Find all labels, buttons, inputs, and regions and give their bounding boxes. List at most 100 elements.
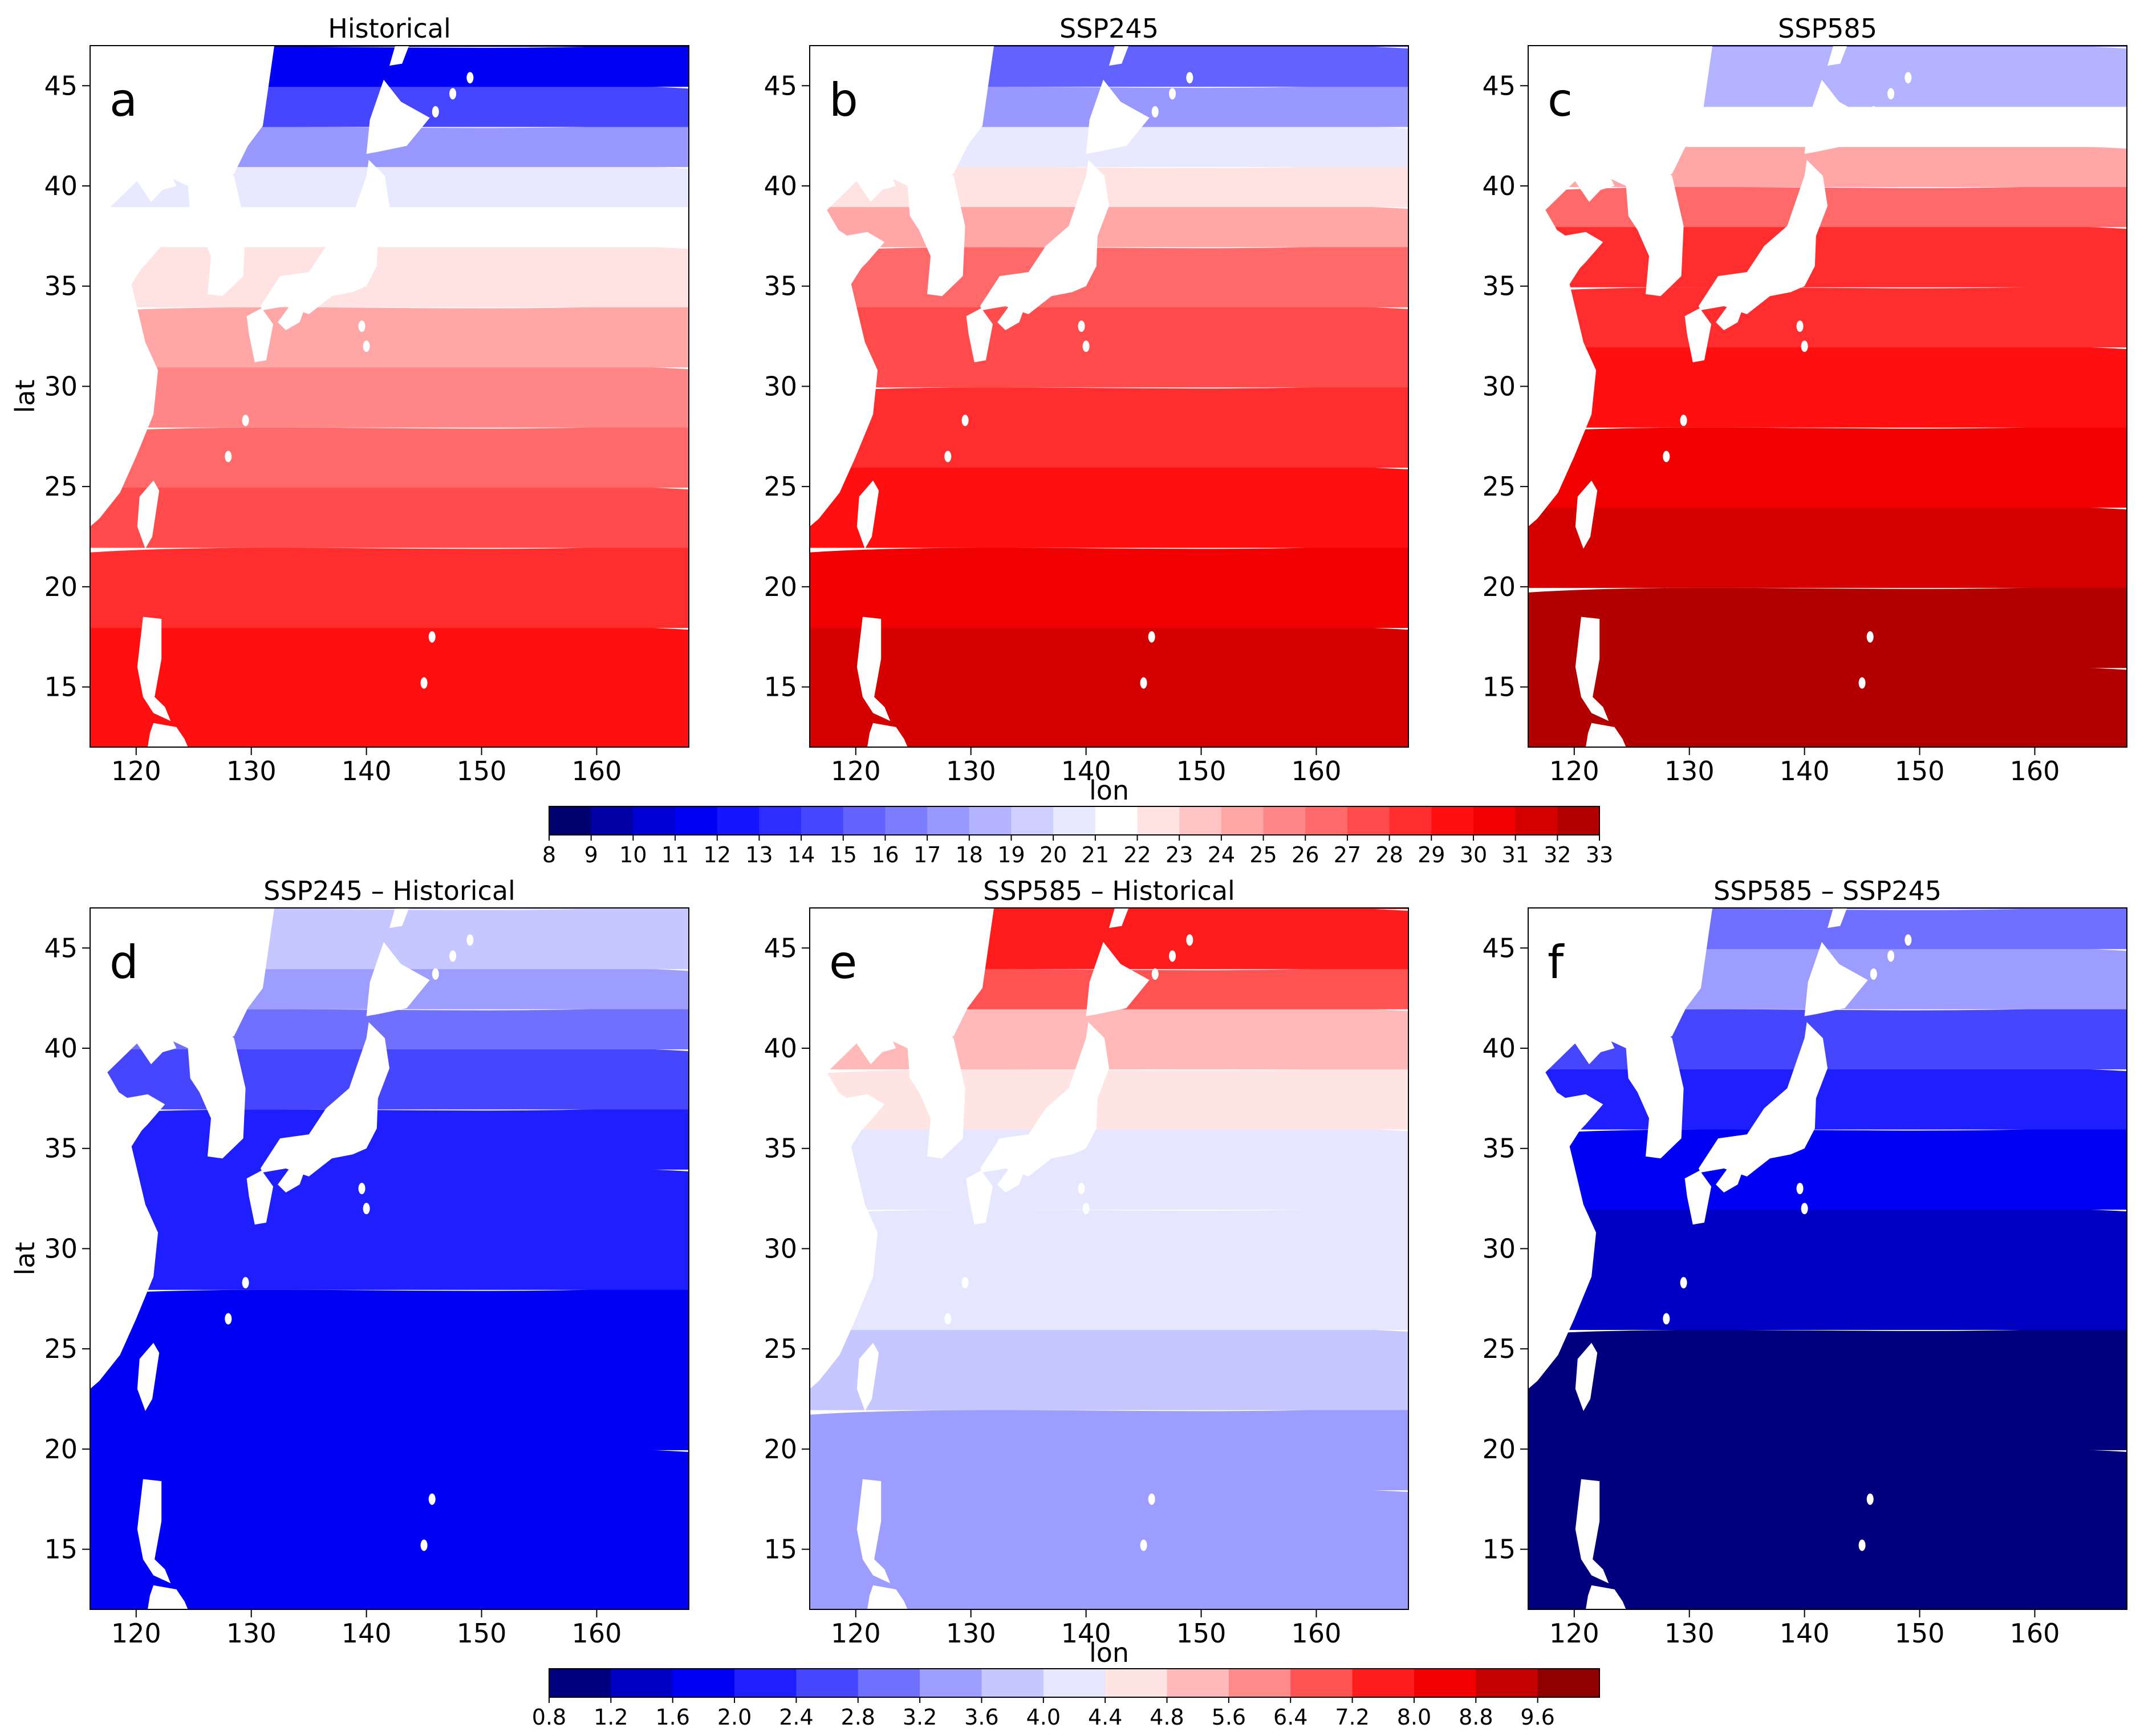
luzon-land xyxy=(856,616,891,721)
colorbar-swatch xyxy=(1557,806,1600,835)
map-panels: Historical a 120 130 140 150 160 15 20 25 30 35 40 45… xyxy=(44,13,2127,1649)
lon-tick-label: 160 xyxy=(572,756,622,786)
lat-tick-label: 25 xyxy=(764,1333,797,1364)
xaxis-label: lon xyxy=(1089,775,1129,806)
colorbar-tick-label: 23 xyxy=(1166,842,1193,867)
contour-band xyxy=(1528,1326,2127,1450)
taiwan-land xyxy=(856,1342,879,1411)
contour-band xyxy=(90,1162,689,1290)
colorbar-tick-label: 22 xyxy=(1123,842,1151,867)
lat-tick-label: 35 xyxy=(1482,1133,1516,1164)
contour-band xyxy=(810,1206,1408,1330)
colorbar-swatch xyxy=(1414,1669,1476,1697)
colorbar-swatch xyxy=(1179,806,1222,835)
liaodong-land xyxy=(136,1024,177,1065)
colorbar-tick-label: 27 xyxy=(1334,842,1361,867)
colorbar-tick-label: 0.8 xyxy=(532,1705,566,1730)
colorbar-swatch xyxy=(981,1669,1044,1697)
lat-tick-label: 20 xyxy=(764,1434,797,1465)
contour-band xyxy=(90,1443,689,1609)
field-d xyxy=(90,908,689,1609)
island-land xyxy=(466,72,474,84)
hokkaido-land xyxy=(1086,79,1150,154)
colorbar-tick-label: 26 xyxy=(1292,842,1319,867)
panel-a: Historical a 120 130 140 150 160 15 20 25 30 35 40 45 xyxy=(44,13,689,786)
colorbar-swatch xyxy=(549,806,592,835)
lat-tick-label: 20 xyxy=(44,1434,78,1465)
colorbar-swatch xyxy=(801,806,844,835)
island-land xyxy=(1801,340,1808,352)
lat-tick-label: 15 xyxy=(1482,672,1516,703)
lat-tick-label: 25 xyxy=(44,1333,78,1364)
panel-letter: d xyxy=(109,936,139,989)
field-c xyxy=(1528,46,2127,747)
lat-tick-label: 45 xyxy=(1482,932,1516,963)
colorbar-tick-label: 17 xyxy=(913,842,941,867)
colorbar-tick-label: 33 xyxy=(1586,842,1613,867)
contour-band xyxy=(810,300,1408,388)
hokkaido-land xyxy=(1804,79,1868,154)
island-land xyxy=(1870,968,1877,980)
field-a xyxy=(90,46,689,747)
colorbar-frame xyxy=(549,806,1600,835)
land-mask xyxy=(810,46,1193,747)
map-frame xyxy=(1528,907,2127,1610)
lat-tick-label: 45 xyxy=(44,932,78,963)
island-land xyxy=(1796,321,1804,332)
colorbar-tick-label: 29 xyxy=(1418,842,1445,867)
island-land xyxy=(1148,631,1155,643)
mainland-land xyxy=(90,46,275,527)
colorbar-swatch xyxy=(1137,806,1180,835)
lat-tick-label: 45 xyxy=(764,932,797,963)
contour-band xyxy=(810,200,1408,248)
panel-e: SSP585 – Historical e 120 130 140 150 160 15 20 2… xyxy=(764,875,1409,1649)
colorbar-swatch xyxy=(1431,806,1474,835)
island-land xyxy=(1140,677,1147,689)
kyushu-land xyxy=(1684,308,1712,363)
lon-tick-label: 140 xyxy=(1061,1618,1111,1649)
island-land xyxy=(1169,950,1176,962)
lat-tick-label: 25 xyxy=(1482,1333,1516,1364)
colorbar-swatch xyxy=(1228,1669,1291,1697)
colorbar-tick-label: 9 xyxy=(584,842,598,867)
taiwan-land xyxy=(1575,480,1598,549)
colorbar-tick-label: 2.8 xyxy=(841,1705,875,1730)
liaodong-land xyxy=(1574,161,1615,202)
contour-band xyxy=(90,1285,689,1450)
colorbar-tick-label: 8.8 xyxy=(1459,1705,1493,1730)
colorbar-tick-label: 4.0 xyxy=(1026,1705,1061,1730)
island-land xyxy=(961,1277,969,1289)
panel-letter: f xyxy=(1548,936,1565,989)
liaodong-land xyxy=(136,161,177,202)
lon-tick-label: 160 xyxy=(1292,756,1342,786)
lon-tick-label: 120 xyxy=(831,756,881,786)
lat-tick-label: 35 xyxy=(764,1133,797,1164)
colorbar-swatch xyxy=(1011,806,1054,835)
lat-tick-label: 20 xyxy=(44,571,78,602)
contour-band xyxy=(810,243,1408,307)
island-land xyxy=(1148,1493,1155,1505)
panel-title: SSP585 – Historical xyxy=(983,875,1235,906)
contour-band xyxy=(90,360,689,428)
xaxis-label: lon xyxy=(1089,1637,1129,1668)
contour-band xyxy=(90,621,689,747)
island-land xyxy=(242,415,249,427)
island-land xyxy=(225,451,232,463)
lat-tick-label: 15 xyxy=(1482,1534,1516,1565)
mainland-land xyxy=(810,46,994,527)
colorbar-tick-label: 3.2 xyxy=(903,1705,937,1730)
liaodong-land xyxy=(1574,1024,1615,1065)
contour-band xyxy=(1528,1443,2127,1609)
philippines-south-land xyxy=(148,1585,188,1609)
sakhalin-land xyxy=(1828,908,1847,928)
lon-tick-label: 150 xyxy=(1895,756,1945,786)
colorbar-tick-label: 13 xyxy=(745,842,773,867)
contour-band xyxy=(810,621,1408,747)
panel-d: SSP245 – Historical d 120 130 140 150 160 15 20 2… xyxy=(44,875,689,1649)
island-land xyxy=(432,968,439,980)
field-e xyxy=(810,908,1408,1609)
map-frame xyxy=(90,907,689,1610)
hokkaido-land xyxy=(366,942,430,1016)
contour-band xyxy=(1528,1203,2127,1330)
lon-tick-label: 130 xyxy=(226,756,277,786)
